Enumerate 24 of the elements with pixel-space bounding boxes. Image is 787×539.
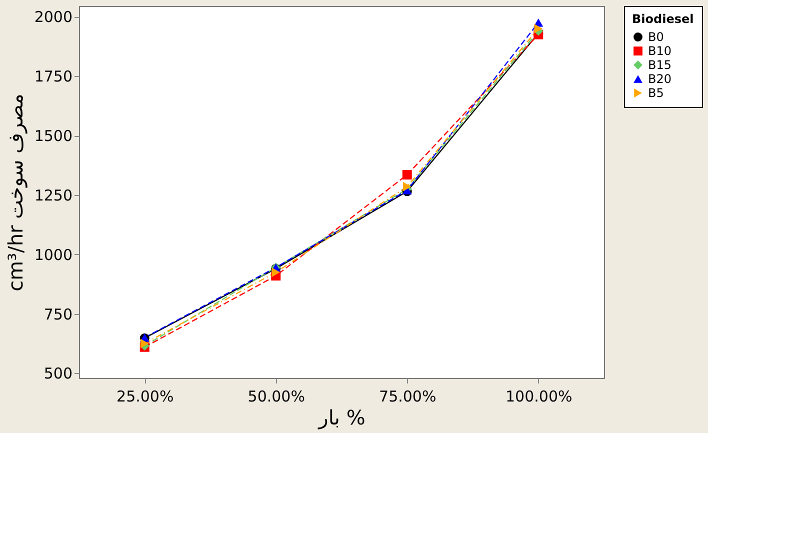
x-tick-label: 25.00% — [116, 388, 174, 406]
point — [272, 267, 280, 277]
y-axis-title: cm³/hr مصرف سوخت — [3, 94, 28, 292]
point — [403, 182, 412, 192]
y-tick-label: 2000 — [34, 8, 72, 26]
legend-title: Biodiesel — [632, 12, 694, 26]
legend-label: B20 — [648, 72, 672, 86]
y-tick-label: 500 — [44, 364, 72, 383]
legend-label: B10 — [648, 44, 672, 58]
x-axis-title: بار % — [318, 406, 366, 430]
y-tick-label: 1250 — [34, 186, 72, 204]
y-tick-label: 1750 — [34, 68, 72, 86]
point — [534, 24, 542, 34]
y-tick-label: 1500 — [34, 127, 72, 146]
y-tick-label: 750 — [44, 305, 72, 324]
legend-label: B5 — [648, 86, 664, 100]
x-tick-label: 100.00% — [506, 388, 572, 406]
point — [140, 338, 149, 348]
point — [402, 170, 412, 180]
legend-label: B15 — [648, 58, 672, 72]
y-tick-label: 1000 — [34, 246, 72, 264]
x-tick-label: 50.00% — [248, 388, 305, 406]
x-tick-label: 75.00% — [379, 388, 436, 406]
legend-label: B0 — [648, 30, 664, 44]
